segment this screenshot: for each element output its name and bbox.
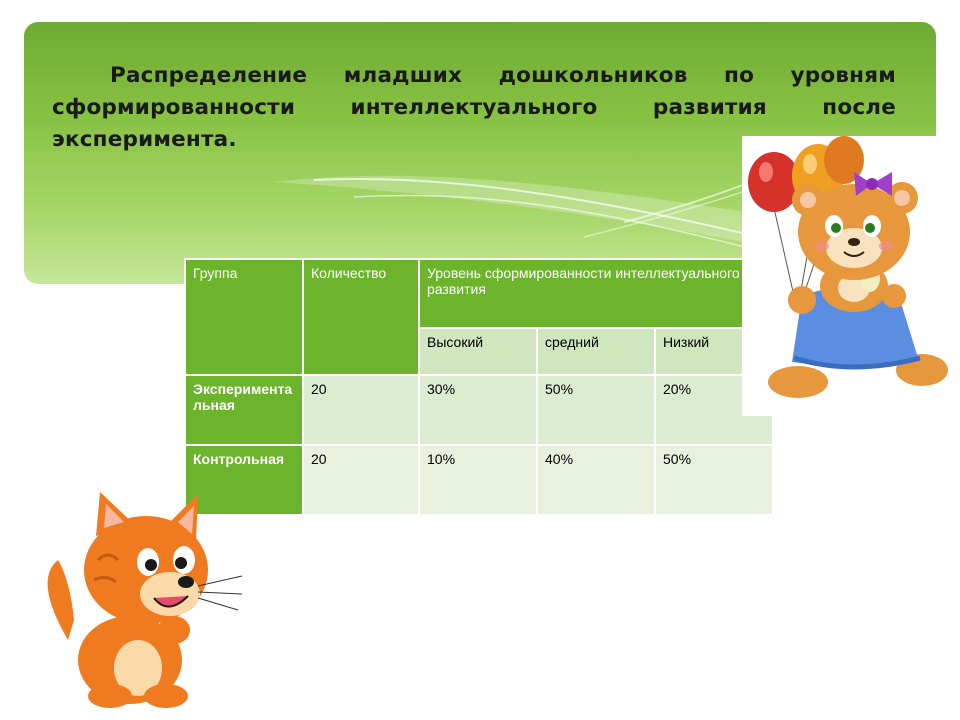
header-count: Количество: [302, 258, 420, 376]
row-low: 50%: [654, 444, 774, 516]
row-count: 20: [302, 444, 420, 516]
row-medium: 50%: [536, 374, 656, 446]
table-row: Экспериментальная 20 30% 50% 20%: [184, 374, 774, 446]
row-group: Экспериментальная: [184, 374, 304, 446]
table-header-row: Группа Количество Уровень сформированнос…: [184, 257, 774, 376]
row-medium: 40%: [536, 444, 656, 516]
table-row: Контрольная 20 10% 40% 50%: [184, 444, 774, 516]
results-table: Группа Количество Уровень сформированнос…: [184, 257, 774, 516]
orange-kitten-icon: [47, 492, 243, 708]
header-medium: средний: [536, 327, 656, 376]
row-group: Контрольная: [184, 444, 304, 516]
row-count: 20: [302, 374, 420, 446]
row-high: 10%: [418, 444, 538, 516]
header-group: Группа: [184, 258, 304, 376]
row-high: 30%: [418, 374, 538, 446]
slide-title: Распределение младших дошкольников по ур…: [52, 63, 896, 152]
header-high: Высокий: [418, 327, 538, 376]
header-level: Уровень сформированности интеллектуально…: [418, 257, 774, 330]
bear-with-balloons-icon: [742, 136, 960, 416]
